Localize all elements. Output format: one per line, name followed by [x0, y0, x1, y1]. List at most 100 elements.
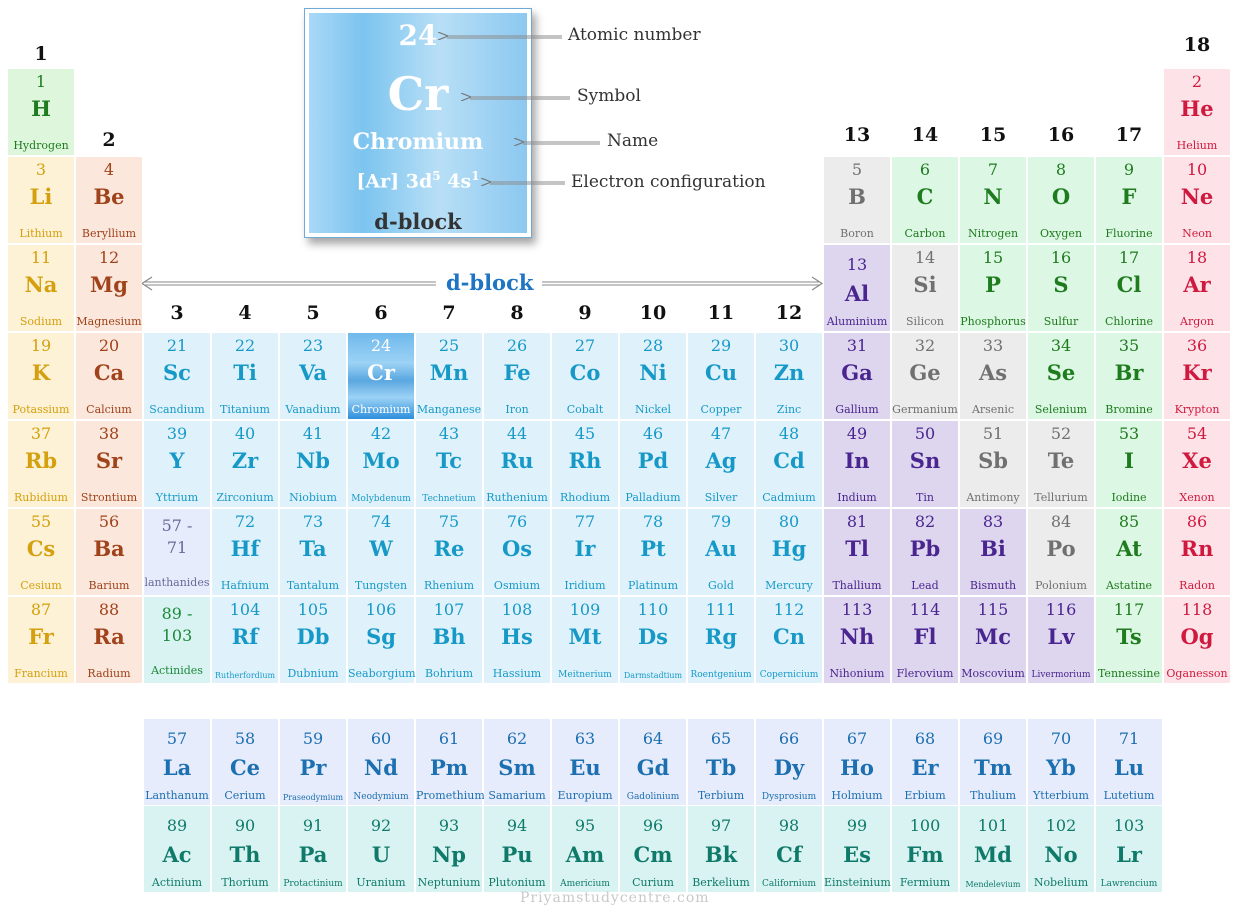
element-name: Curium: [632, 876, 674, 889]
atomic-number: 53: [1118, 424, 1140, 443]
element-symbol: Ne: [1180, 184, 1214, 209]
atomic-number: 96: [642, 816, 664, 835]
atomic-number: 94: [506, 816, 528, 835]
element-name: Cesium: [20, 579, 62, 592]
atomic-number: 34: [1050, 336, 1072, 355]
element-symbol: He: [1180, 96, 1214, 121]
atomic-number: 50: [914, 424, 936, 443]
atomic-number: 4: [103, 160, 115, 179]
element-ruthenium: 44 Ru Ruthenium: [484, 421, 550, 507]
atomic-number: 85: [1118, 512, 1140, 531]
atomic-number: 28: [642, 336, 664, 355]
element-name: Cerium: [224, 789, 266, 802]
atomic-number: 20: [98, 336, 120, 355]
atomic-number: 99: [846, 816, 868, 835]
atomic-number: 116: [1045, 600, 1077, 619]
element-name: Darmstadtium: [623, 671, 683, 680]
element-symbol: Pu: [501, 842, 533, 867]
element-cesium: 55 Cs Cesium: [8, 509, 74, 595]
atomic-number: 107: [433, 600, 465, 619]
element-symbol: Pb: [909, 536, 941, 561]
element-actinium: 89 Ac Actinium: [144, 806, 210, 892]
element-tungsten: 74 W Tungsten: [348, 509, 414, 595]
element-platinum: 78 Pt Platinum: [620, 509, 686, 595]
element-lead: 82 Pb Lead: [892, 509, 958, 595]
element-osmium: 76 Os Osmium: [484, 509, 550, 595]
element-symbol: S: [1053, 272, 1069, 297]
element-symbol: Sg: [366, 624, 396, 649]
atomic-number: 108: [501, 600, 533, 619]
element-name: Nitrogen: [967, 227, 1019, 240]
series-range-end: 103: [161, 626, 193, 645]
element-symbol: Tb: [705, 755, 737, 780]
element-name: Beryllium: [81, 227, 137, 240]
element-name: Phosphorus: [960, 315, 1026, 328]
atomic-number: 105: [297, 600, 329, 619]
element-symbol: Np: [432, 842, 466, 867]
atomic-number: 6: [919, 160, 931, 179]
element-symbol: Sc: [163, 360, 191, 385]
atomic-number: 30: [778, 336, 800, 355]
atomic-number: 43: [438, 424, 460, 443]
element-name: Thallium: [832, 579, 882, 592]
element-symbol: Cn: [773, 624, 805, 649]
element-symbol: Ho: [840, 755, 874, 780]
element-mendelevium: 101 Md Mendelevium: [960, 806, 1026, 892]
element-name: Erbium: [904, 789, 946, 802]
element-name: Fluorine: [1105, 227, 1153, 240]
element-terbium: 65 Tb Terbium: [688, 719, 754, 805]
element-name: Argon: [1180, 315, 1214, 328]
element-krypton: 36 Kr Krypton: [1164, 333, 1230, 419]
atomic-number: 38: [98, 424, 120, 443]
element-symbol: U: [371, 842, 391, 867]
element-symbol: Lv: [1047, 624, 1075, 649]
atomic-number: 5: [851, 160, 863, 179]
element-symbol: Lr: [1116, 842, 1142, 867]
element-xenon: 54 Xe Xenon: [1164, 421, 1230, 507]
element-symbol: Yb: [1046, 755, 1076, 780]
atomic-number: 2: [1191, 72, 1203, 91]
element-name: Xenon: [1179, 491, 1215, 504]
group-number-9: 9: [578, 302, 592, 324]
element-name: Neodymium: [353, 792, 409, 802]
element-name: Mercury: [765, 579, 813, 592]
element-chromium: 24 Cr Chromium: [348, 333, 414, 419]
element-chlorine: 17 Cl Chlorine: [1096, 245, 1162, 331]
element-indium: 49 In Indium: [824, 421, 890, 507]
element-name: Bohrium: [424, 667, 474, 680]
element-symbol: Er: [911, 755, 939, 780]
element-symbol: Ir: [574, 536, 596, 561]
element-symbol: Sb: [978, 448, 1008, 473]
atomic-number: 3: [35, 160, 47, 179]
element-iridium: 77 Ir Iridium: [552, 509, 618, 595]
atomic-number: 55: [30, 512, 52, 531]
element-name: Iridium: [564, 579, 606, 592]
element-symbol: Ge: [909, 360, 941, 385]
element-symbol: Si: [913, 272, 937, 297]
atomic-number: 23: [302, 336, 324, 355]
element-symbol: Md: [974, 842, 1012, 867]
element-name: Lawrencium: [1100, 879, 1158, 889]
element-symbol: Va: [299, 360, 327, 385]
element-symbol: Tl: [845, 536, 869, 561]
element-gallium: 31 Ga Gallium: [824, 333, 890, 419]
element-symbol: Be: [93, 184, 125, 209]
atomic-number: 33: [982, 336, 1004, 355]
element-symbol: Mn: [429, 360, 469, 385]
element-oxygen: 8 O Oxygen: [1028, 157, 1094, 243]
element-name: Terbium: [697, 789, 745, 802]
element-astatine: 85 At Astatine: [1096, 509, 1162, 595]
element-nihonium: 113 Nh Nihonium: [824, 597, 890, 683]
legend-symbol: Cr: [387, 67, 449, 121]
element-bromine: 35 Br Bromine: [1096, 333, 1162, 419]
element-carbon: 6 C Carbon: [892, 157, 958, 243]
element-symbol: Rg: [704, 624, 738, 649]
element-symbol: Se: [1046, 360, 1076, 385]
atomic-number: 9: [1123, 160, 1135, 179]
group-number-5: 5: [306, 302, 320, 324]
element-name: Fermium: [899, 876, 951, 889]
atomic-number: 117: [1113, 600, 1145, 619]
element-name: Bromine: [1105, 403, 1153, 416]
element-symbol: No: [1044, 842, 1078, 867]
element-name: Roentgenium: [690, 670, 752, 680]
